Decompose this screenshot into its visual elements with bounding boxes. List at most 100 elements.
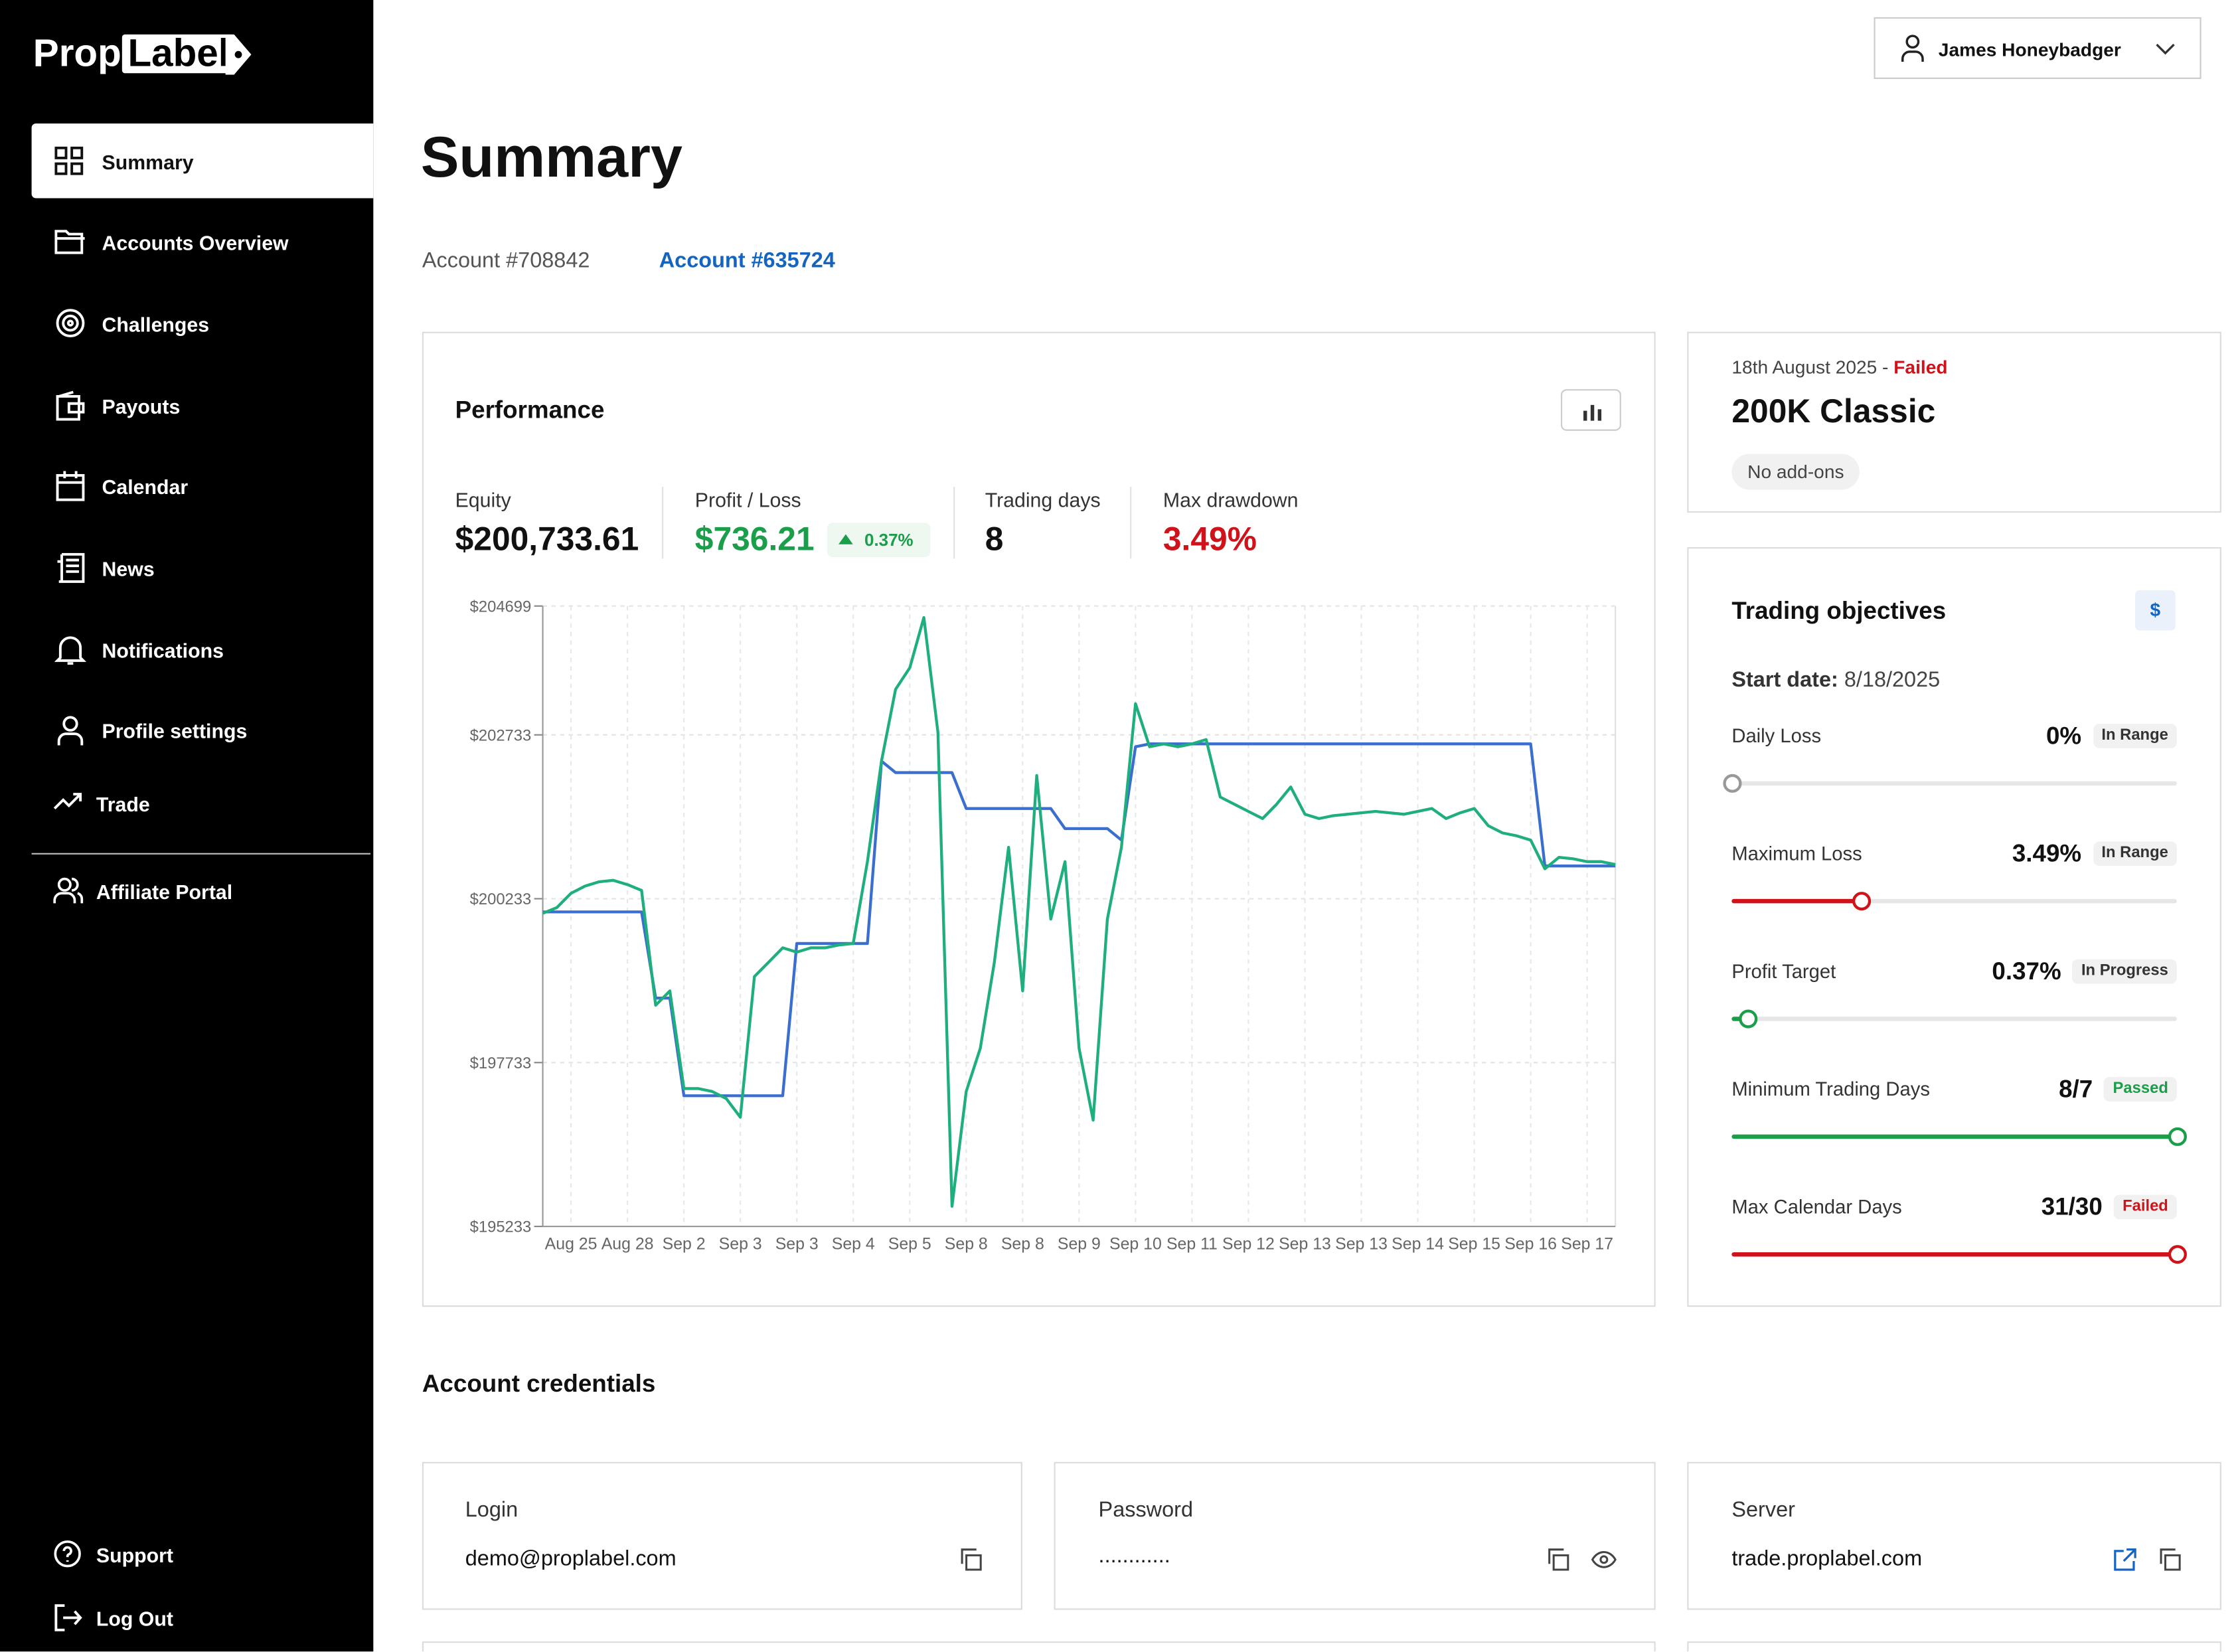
objective-value-group: 0.37% In Progress (1992, 957, 2177, 985)
progress-fill (1731, 1252, 2177, 1257)
x-tick-label: Sep 13 (1279, 1235, 1331, 1254)
nav-item[interactable]: Affiliate Portal (32, 853, 374, 928)
x-tick-label: Sep 8 (945, 1235, 988, 1254)
progress-track (1731, 1127, 2187, 1146)
objective-value: 31/30 (2041, 1193, 2103, 1221)
cred-label: Login (465, 1497, 519, 1523)
x-tick-label: Sep 14 (1392, 1235, 1444, 1254)
nav-item[interactable]: Notifications (32, 612, 374, 686)
objective-status: In Range (2093, 724, 2177, 748)
objective-value: 0.37% (1992, 957, 2061, 985)
up-arrow (839, 534, 853, 544)
stat-label: Profit / Loss (694, 488, 801, 511)
cred-value: trade.proplabel.com (1731, 1546, 1923, 1572)
nav-label: Profile settings (102, 719, 248, 743)
y-tick-label: $197733 (470, 1054, 532, 1072)
x-tick-label: Aug 28 (601, 1235, 654, 1254)
objective-label: Maximum Loss (1731, 843, 1862, 865)
tab-active[interactable]: Account #635724 (659, 248, 835, 273)
objective-status: Passed (2104, 1077, 2177, 1102)
objective-label: Profit Target (1731, 960, 1836, 983)
copy-icon[interactable] (1546, 1548, 1569, 1572)
icon (56, 309, 85, 338)
user-name: James Honeybadger (1938, 39, 2121, 60)
x-tick-label: Sep 12 (1222, 1235, 1275, 1254)
x-tick-label: Sep 16 (1504, 1235, 1557, 1254)
nav-label: Support (96, 1544, 173, 1567)
nav-label: Log Out (96, 1607, 173, 1630)
nav-label: News (102, 557, 155, 580)
start-value: 8/18/2025 (1844, 667, 1941, 693)
nav-label: Calendar (102, 475, 189, 499)
x-tick-label: Sep 13 (1335, 1235, 1388, 1254)
addons: No add-ons (1731, 454, 1860, 490)
date: 18th August 2025 - (1731, 356, 1894, 378)
start-label: Start date: (1731, 667, 1838, 693)
credential-card (1054, 1461, 1656, 1610)
nav-label: Accounts Overview (102, 231, 289, 254)
x-tick-label: Sep 4 (832, 1235, 875, 1254)
y-tick-label: $204699 (470, 598, 532, 616)
divider (31, 853, 371, 855)
x-tick-label: Sep 2 (663, 1235, 706, 1254)
nav-item[interactable]: Log Out (32, 1580, 374, 1652)
credential-card (1687, 1461, 2221, 1610)
icon (1583, 404, 1602, 421)
objective-value-group: 0% In Range (2046, 724, 2177, 748)
objective-value: 0% (2045, 722, 2082, 750)
progress-track (1723, 774, 2177, 793)
progress-track (1731, 1245, 2187, 1264)
nav-label: Notifications (102, 639, 224, 663)
nav-item[interactable]: Payouts (32, 368, 374, 442)
logo-arrow (225, 34, 252, 75)
icon (57, 552, 85, 583)
progress-knob (2168, 1245, 2187, 1264)
nav-item[interactable]: Challenges (32, 286, 374, 360)
nav-item[interactable]: Summary (31, 124, 374, 199)
icon (54, 230, 85, 254)
progress-fill (1731, 1134, 2177, 1139)
y-tick-label: $200233 (470, 890, 532, 908)
user-icon (1901, 35, 1924, 62)
objective-value: 3.49% (2012, 840, 2082, 868)
user-menu[interactable]: James Honeybadger (1874, 17, 2201, 79)
stat-value: 8 (985, 519, 1004, 558)
nav-item[interactable]: Trade (32, 766, 374, 840)
icon (53, 793, 82, 810)
icon (54, 1604, 82, 1631)
icon (57, 716, 84, 746)
x-tick-label: Sep 10 (1109, 1235, 1162, 1254)
divider (1130, 487, 1132, 559)
plan-name: 200K Classic (1731, 392, 1936, 430)
eye-icon[interactable] (1591, 1550, 1617, 1570)
nav-item[interactable]: Support (32, 1517, 374, 1591)
nav-item[interactable]: Calendar (32, 448, 374, 523)
objective-value-group: 31/30 Failed (2041, 1193, 2177, 1221)
badge-text: 0.37% (864, 530, 914, 550)
icon (53, 877, 84, 904)
logo-prop: Prop (33, 31, 121, 75)
chart-toggle[interactable] (1560, 389, 1621, 431)
open-icon[interactable] (2114, 1548, 2137, 1572)
tab[interactable]: Account #708842 (422, 248, 590, 273)
objective-label: Max Calendar Days (1731, 1196, 1902, 1218)
x-tick-label: Sep 3 (775, 1235, 819, 1254)
stat-value: 3.49% (1162, 519, 1257, 558)
icon (54, 146, 84, 175)
stat-value: $200,733.61 (455, 519, 639, 558)
x-tick-label: Sep 9 (1058, 1235, 1101, 1254)
progress-knob (1852, 892, 1871, 911)
icon (56, 471, 85, 501)
cred-value: ............ (1098, 1544, 1170, 1568)
copy-icon[interactable] (2158, 1548, 2182, 1572)
copy-icon[interactable] (959, 1548, 983, 1572)
nav-item[interactable]: Profile settings (32, 692, 374, 766)
nav-label: Affiliate Portal (96, 880, 233, 904)
card (1687, 1641, 2221, 1652)
nav-item[interactable]: News (32, 530, 374, 604)
chevron (2156, 43, 2175, 55)
stat-label: Max drawdown (1162, 488, 1299, 511)
progress-knob (1723, 774, 1742, 793)
nav-item[interactable]: Accounts Overview (32, 204, 374, 278)
currency-button[interactable]: $ (2135, 590, 2176, 631)
